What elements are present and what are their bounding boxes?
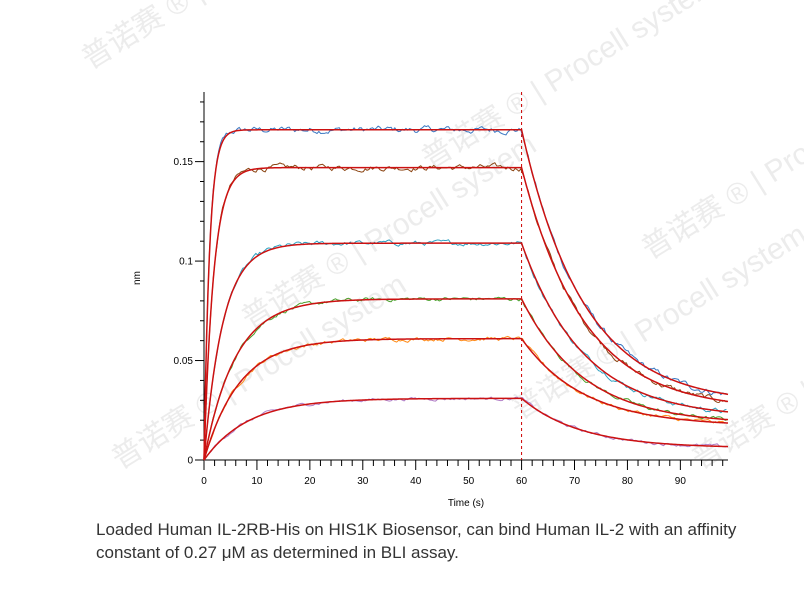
plot-area: 0 0.05 0.1 0.15 0 10 20 30 40 50 60 70 80 90: [174, 92, 729, 487]
y-tick-label: 0.05: [174, 356, 194, 367]
fit-curve-line: [203, 397, 729, 461]
fit-curve-line: [203, 337, 729, 461]
x-tick-label: 0: [201, 476, 207, 487]
fit-curve-line: [203, 242, 729, 461]
x-axis-title: Time (s): [448, 498, 484, 509]
y-tick-label: 0.15: [174, 157, 194, 168]
x-tick-label: 90: [675, 476, 687, 487]
x-tick-label: 30: [357, 476, 369, 487]
figure-caption: Loaded Human IL-2RB-His on HIS1K Biosens…: [96, 520, 737, 562]
x-tick-label: 20: [304, 476, 316, 487]
x-tick-label: 60: [516, 476, 528, 487]
bli-sensorgram-chart: 普诺赛 ® | Procell system 普诺赛 ® | Procell sy…: [76, 0, 804, 509]
x-tick-label: 40: [410, 476, 422, 487]
watermark-layer: 普诺赛 ® | Procell system 普诺赛 ® | Procell sy…: [76, 0, 804, 476]
x-tick-label: 10: [251, 476, 263, 487]
fit-curve-line: [203, 166, 729, 461]
x-tick-label: 50: [463, 476, 475, 487]
watermark-text: 普诺赛 ® | Procell system: [416, 0, 722, 176]
fit-curve-line: [203, 129, 729, 461]
x-tick-label: 70: [569, 476, 581, 487]
raw-trace-line: [203, 162, 727, 461]
fit-curve-line: [203, 298, 729, 461]
y-tick-label: 0.1: [179, 257, 193, 268]
y-axis-title: nm: [132, 271, 143, 285]
raw-trace-line: [203, 396, 727, 461]
watermark-text: 普诺赛 ® | Procell system: [76, 0, 382, 76]
x-tick-label: 80: [622, 476, 634, 487]
y-tick-label: 0: [187, 456, 193, 467]
